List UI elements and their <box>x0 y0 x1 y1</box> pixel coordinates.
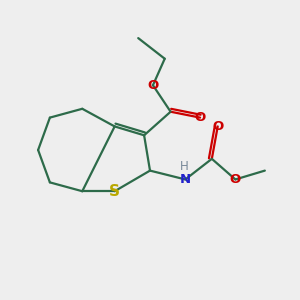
Text: N: N <box>180 173 191 186</box>
Text: O: O <box>194 111 206 124</box>
Text: O: O <box>147 79 159 92</box>
Text: O: O <box>212 120 223 133</box>
Text: S: S <box>109 184 120 199</box>
Text: O: O <box>230 173 241 186</box>
Text: H: H <box>179 160 188 173</box>
